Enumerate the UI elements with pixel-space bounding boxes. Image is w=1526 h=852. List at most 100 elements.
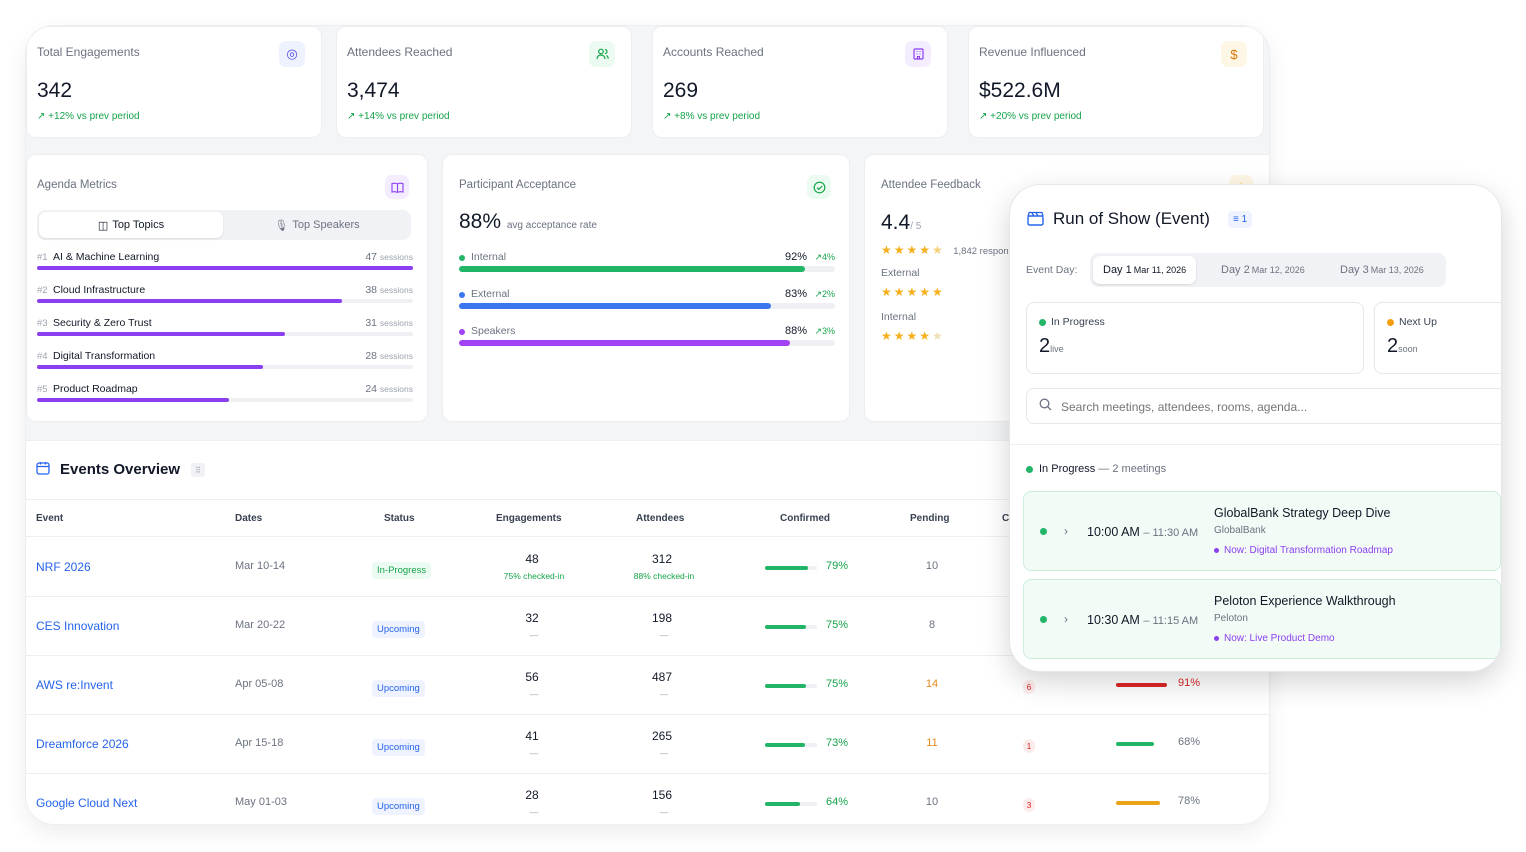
acceptance-row: Internal 92% ↗4% (459, 251, 835, 282)
event-dates: Mar 20-22 (235, 619, 286, 631)
topic-row[interactable]: #3 Security & Zero Trust 31 sessions (37, 317, 413, 348)
event-name-link[interactable]: CES Innovation (36, 619, 120, 633)
panel-title: Agenda Metrics (37, 179, 117, 191)
topic-name: AI & Machine Learning (53, 251, 159, 263)
table-row[interactable]: Dreamforce 2026 Apr 15-18 Upcoming 41 — 265 — 7… (26, 715, 1269, 774)
tab-top-topics[interactable]: ◫ Top Topics (39, 212, 223, 238)
engagements-sub: — (529, 689, 539, 699)
topic-name: Cloud Infrastructure (53, 284, 146, 296)
group-name: Speakers (471, 325, 516, 337)
legend-dot (459, 255, 465, 261)
target-icon: ◎ (279, 41, 305, 67)
attendees-value: 265 (651, 729, 673, 743)
search-input[interactable] (1061, 400, 1481, 414)
feedback-score: 4.4/ 5 (881, 211, 922, 234)
rate-percent: 78% (1178, 795, 1201, 807)
topic-rank: #1 (37, 252, 48, 263)
in-progress-stat[interactable]: In Progress 2live (1026, 302, 1364, 374)
column-header[interactable]: Confirmed (780, 513, 830, 524)
topic-count: 24 sessions (365, 383, 413, 395)
engagements-value: 32 (525, 611, 539, 625)
grip-icon[interactable]: ⠿ (191, 463, 205, 477)
tab-day-1[interactable]: Day 1 Mar 11, 2026 (1093, 256, 1197, 284)
live-dot (1040, 616, 1047, 623)
group-trend: ↗3% (814, 326, 835, 336)
kpi-label: Total Engagements (37, 45, 140, 59)
now-dot (1214, 635, 1219, 641)
topic-row[interactable]: #5 Product Roadmap 24 sessions (37, 383, 413, 414)
table-row[interactable]: NRF 2026 Mar 10-14 In-Progress 48 75% checke… (26, 538, 1269, 597)
event-name-link[interactable]: Dreamforce 2026 (36, 737, 129, 751)
column-header[interactable]: Event (36, 513, 64, 524)
external-label: External (881, 267, 920, 279)
column-header[interactable]: C (1002, 513, 1010, 524)
tab-day-2[interactable]: Day 2 Mar 12, 2026 (1221, 264, 1305, 276)
day-tabs: Day 1 Mar 11, 2026 Day 2 Mar 12, 2026 Day … (1090, 253, 1446, 287)
event-name-link[interactable]: AWS re:Invent (36, 678, 113, 692)
search-icon (1039, 398, 1052, 414)
attendees-sub: — (659, 748, 669, 758)
topic-rank: #5 (37, 384, 48, 395)
rate-percent: 68% (1178, 736, 1201, 748)
progress-fill (37, 398, 229, 402)
meeting-card[interactable]: › 10:30 AM – 11:15 AM Peloton Experience… (1023, 579, 1501, 659)
confirmed-bar-fill (765, 802, 800, 806)
panel-title: Attendee Feedback (881, 179, 981, 191)
column-header[interactable]: Attendees (636, 513, 685, 524)
topic-row[interactable]: #1 AI & Machine Learning 47 sessions (37, 251, 413, 282)
topic-row[interactable]: #4 Digital Transformation 28 sessions (37, 350, 413, 381)
users-icon (589, 41, 615, 67)
table-row[interactable]: Google Cloud Next May 01-03 Upcoming 28 — 156… (26, 774, 1269, 824)
table-row[interactable]: CES Innovation Mar 20-22 Upcoming 32 — 198 — 75… (26, 597, 1269, 656)
confirmed-bar-fill (765, 684, 806, 688)
event-name-link[interactable]: Google Cloud Next (36, 796, 138, 810)
status-badge: Upcoming (372, 798, 425, 815)
attendees-value: 312 (651, 552, 673, 566)
acceptance-row: Speakers 88% ↗3% (459, 325, 835, 356)
filter-badge[interactable]: ≡ 1 (1228, 211, 1253, 228)
table-row[interactable]: AWS re:Invent Apr 05-08 Upcoming 56 — 487 — 75%… (26, 656, 1269, 715)
column-header[interactable]: Status (384, 513, 415, 524)
column-header[interactable]: Dates (235, 513, 263, 524)
topic-row[interactable]: #2 Cloud Infrastructure 38 sessions (37, 284, 413, 315)
engagements-sub: — (529, 807, 539, 817)
event-day-label: Event Day: (1026, 264, 1078, 276)
group-name: External (471, 288, 510, 300)
run-of-show-title: Run of Show (Event) (1053, 209, 1210, 228)
chevron-right-icon[interactable]: › (1064, 612, 1068, 626)
event-dates: Apr 05-08 (235, 678, 284, 690)
attendees-sub: — (659, 689, 669, 699)
event-dates: Mar 10-14 (235, 560, 286, 572)
event-name-link[interactable]: NRF 2026 (36, 560, 91, 574)
chevron-right-icon[interactable]: › (1064, 524, 1068, 538)
confirmed-percent: 79% (826, 560, 849, 572)
column-header[interactable]: Pending (910, 513, 950, 524)
rate-bar (1116, 801, 1160, 805)
cancelled-count: 1 (1023, 739, 1035, 753)
tab-top-speakers[interactable]: 🎙 Top Speakers (274, 219, 360, 232)
kpi-value: $522.6M (979, 79, 1061, 102)
confirmed-percent: 75% (826, 619, 849, 631)
pending-count: 14 (925, 678, 939, 690)
group-percent: 92% (784, 251, 807, 263)
meeting-now: Now: Digital Transformation Roadmap (1214, 545, 1406, 556)
progress-fill (37, 299, 342, 303)
participant-acceptance-panel: Participant Acceptance 88% avg acceptanc… (442, 154, 850, 422)
pending-count: 10 (925, 560, 939, 572)
book-icon (385, 175, 409, 199)
progress-fill (37, 365, 263, 369)
search-box (1026, 388, 1501, 424)
clapperboard-icon (1027, 211, 1044, 230)
kpi-delta: ↗ +8% vs prev period (663, 111, 761, 122)
meeting-title: GlobalBank Strategy Deep Dive (1214, 506, 1391, 520)
topic-name: Digital Transformation (53, 350, 156, 362)
attendees-value: 156 (651, 788, 673, 802)
group-name: Internal (471, 251, 507, 263)
column-header[interactable]: Engagements (496, 513, 562, 524)
confirmed-bar-fill (765, 625, 806, 629)
next-up-stat[interactable]: Next Up 2soon (1374, 302, 1501, 374)
kpi-value: 342 (37, 79, 73, 102)
tab-day-3[interactable]: Day 3 Mar 13, 2026 (1340, 264, 1424, 276)
topic-rank: #3 (37, 318, 48, 329)
meeting-card[interactable]: › 10:00 AM – 11:30 AM GlobalBank Strateg… (1023, 491, 1501, 571)
